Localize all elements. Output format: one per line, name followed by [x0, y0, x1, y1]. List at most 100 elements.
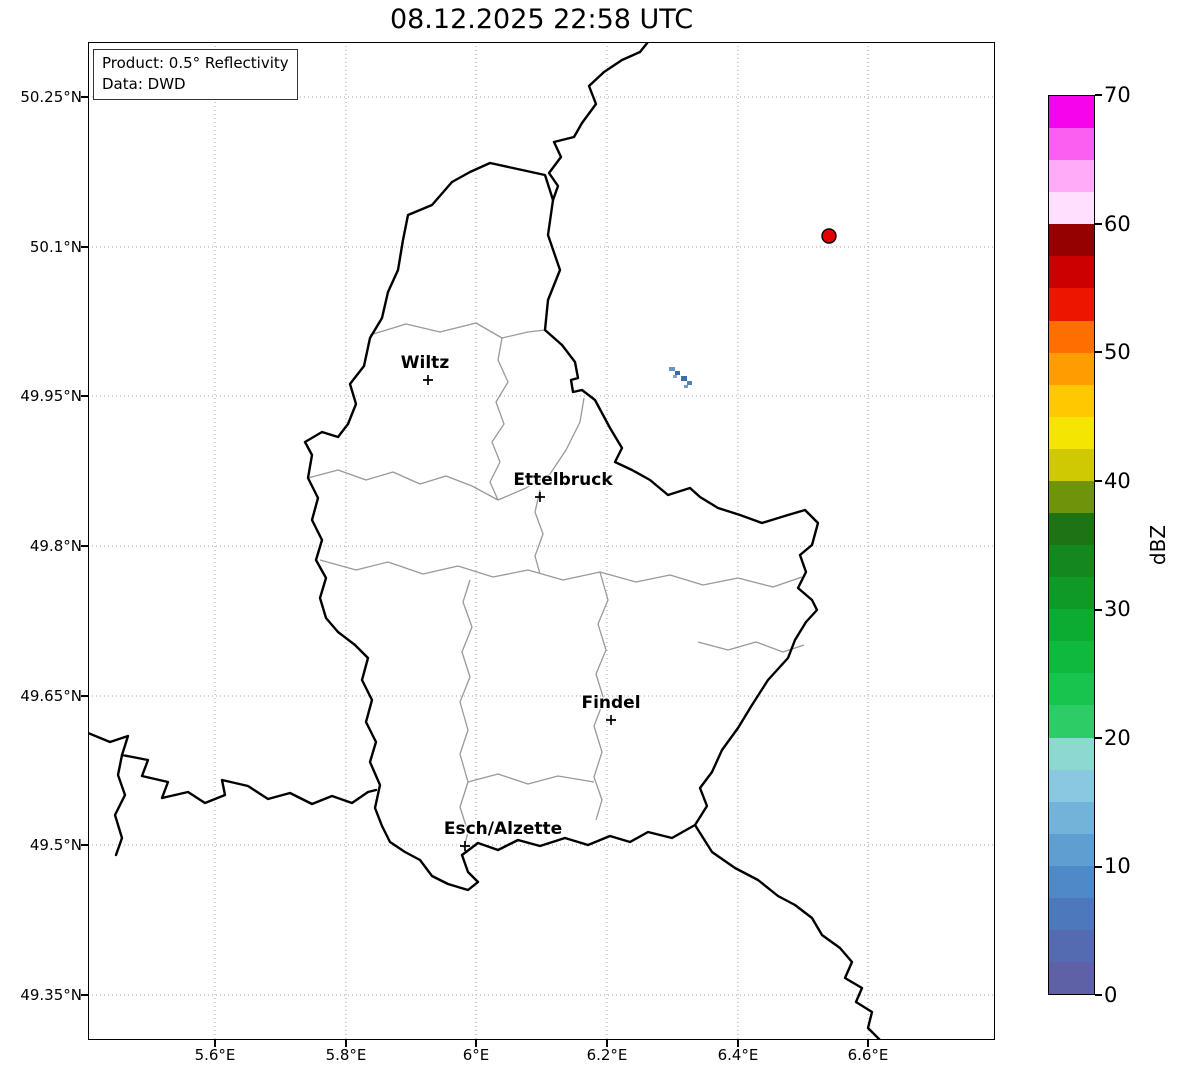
country-borders	[88, 42, 882, 1040]
x-tick-label: 5.6°E	[194, 1046, 236, 1064]
colorbar-segment	[1049, 160, 1094, 193]
radar-site-marker	[821, 228, 837, 244]
y-tick-mark	[81, 246, 88, 248]
colorbar-segment	[1049, 416, 1094, 449]
city-labels: Wiltz Ettelbruck Findel Esch/Alzette	[400, 352, 642, 841]
colorbar-tick-label: 70	[1104, 83, 1131, 107]
border-north-segment	[547, 42, 650, 202]
colorbar	[1048, 95, 1095, 995]
colorbar-tick-label: 10	[1104, 854, 1131, 878]
colorbar-segment	[1049, 96, 1094, 129]
colorbar-tick-label: 40	[1104, 469, 1131, 493]
map-plot-area: Wiltz Ettelbruck Findel Esch/Alzette Pro…	[88, 42, 995, 1040]
y-tick-label: 49.65°N	[20, 687, 82, 705]
y-tick-label: 49.8°N	[29, 537, 82, 555]
city-label-wiltz: Wiltz	[401, 353, 450, 373]
y-tick-label: 49.95°N	[20, 387, 82, 405]
colorbar-segment	[1049, 673, 1094, 706]
map-svg: Wiltz Ettelbruck Findel Esch/Alzette	[88, 42, 995, 1040]
colorbar-segment	[1049, 480, 1094, 514]
colorbar-tick-label: 30	[1104, 597, 1131, 621]
colorbar-tick-label: 20	[1104, 726, 1131, 750]
colorbar-segment	[1049, 930, 1094, 963]
colorbar-segment	[1049, 384, 1094, 417]
city-label-ettelbruck: Ettelbruck	[513, 470, 613, 490]
colorbar-segment	[1049, 833, 1094, 866]
x-tick-mark	[737, 1040, 739, 1047]
y-tick-label: 49.5°N	[29, 836, 82, 854]
colorbar-tick-label: 0	[1104, 983, 1118, 1007]
x-tick-label: 6.4°E	[717, 1046, 759, 1064]
colorbar-segment	[1049, 256, 1094, 289]
colorbar-tick-label: 60	[1104, 212, 1131, 236]
border-southeast-segment	[693, 823, 882, 1040]
x-tick-mark	[214, 1040, 216, 1047]
echo-cell	[687, 381, 692, 385]
colorbar-segment	[1049, 513, 1094, 546]
x-tick-mark	[606, 1040, 608, 1047]
data-source-line: Data: DWD	[102, 75, 186, 93]
echo-cell	[675, 371, 680, 375]
colorbar-segment	[1049, 288, 1094, 321]
colorbar-segment	[1049, 769, 1094, 802]
echo-cell	[673, 375, 677, 378]
city-label-findel: Findel	[581, 693, 640, 713]
colorbar-tick-mark	[1095, 866, 1102, 868]
border-southwest-segment	[88, 731, 378, 806]
y-tick-label: 50.25°N	[20, 88, 82, 106]
x-tick-label: 6.6°E	[847, 1046, 889, 1064]
border-southwest-branch	[113, 753, 127, 857]
city-marker-cross	[460, 841, 470, 851]
x-tick-mark	[867, 1040, 869, 1047]
plot-title: 08.12.2025 22:58 UTC	[389, 4, 694, 35]
y-tick-label: 50.1°N	[29, 238, 82, 256]
colorbar-segment	[1049, 320, 1094, 353]
y-tick-mark	[81, 844, 88, 846]
colorbar-segment	[1049, 352, 1094, 385]
colorbar-segment	[1049, 545, 1094, 578]
colorbar-tick-mark	[1095, 480, 1102, 482]
plot-border	[88, 42, 995, 1040]
x-tick-label: 6°E	[462, 1046, 490, 1064]
colorbar-segment	[1049, 801, 1094, 834]
colorbar-gradient	[1049, 96, 1094, 995]
product-info-line: Product: 0.5° Reflectivity	[102, 54, 289, 72]
colorbar-tick-mark	[1095, 94, 1102, 96]
colorbar-tick-mark	[1095, 351, 1102, 353]
echo-cell	[669, 367, 675, 371]
colorbar-segment	[1049, 705, 1094, 738]
colorbar-segment	[1049, 128, 1094, 161]
product-info-box: Product: 0.5° Reflectivity Data: DWD	[93, 49, 298, 100]
y-tick-mark	[81, 695, 88, 697]
colorbar-segment	[1049, 577, 1094, 610]
y-tick-mark	[81, 395, 88, 397]
colorbar-tick-label: 50	[1104, 340, 1131, 364]
city-marker-cross	[535, 492, 545, 502]
colorbar-segment	[1049, 865, 1094, 898]
colorbar-segment	[1049, 897, 1094, 931]
graticule-gridlines	[88, 42, 995, 1040]
x-tick-mark	[475, 1040, 477, 1047]
y-tick-mark	[81, 994, 88, 996]
y-tick-mark	[81, 96, 88, 98]
colorbar-tick-mark	[1095, 994, 1102, 996]
city-markers	[423, 375, 616, 851]
colorbar-tick-mark	[1095, 737, 1102, 739]
colorbar-segment	[1049, 962, 1094, 995]
echo-cell	[681, 376, 687, 381]
y-tick-label: 49.35°N	[20, 986, 82, 1004]
colorbar-segment	[1049, 192, 1094, 225]
colorbar-axis-label: dBZ	[1146, 524, 1170, 566]
city-marker-cross	[423, 375, 433, 385]
colorbar-segment	[1049, 737, 1094, 770]
city-label-esch-alzette: Esch/Alzette	[444, 819, 562, 839]
x-tick-mark	[345, 1040, 347, 1047]
city-marker-cross	[606, 715, 616, 725]
colorbar-tick-mark	[1095, 223, 1102, 225]
colorbar-tick-mark	[1095, 609, 1102, 611]
echo-cell	[684, 385, 688, 388]
colorbar-segment	[1049, 448, 1094, 481]
colorbar-segment	[1049, 641, 1094, 674]
district-borders	[307, 322, 805, 849]
